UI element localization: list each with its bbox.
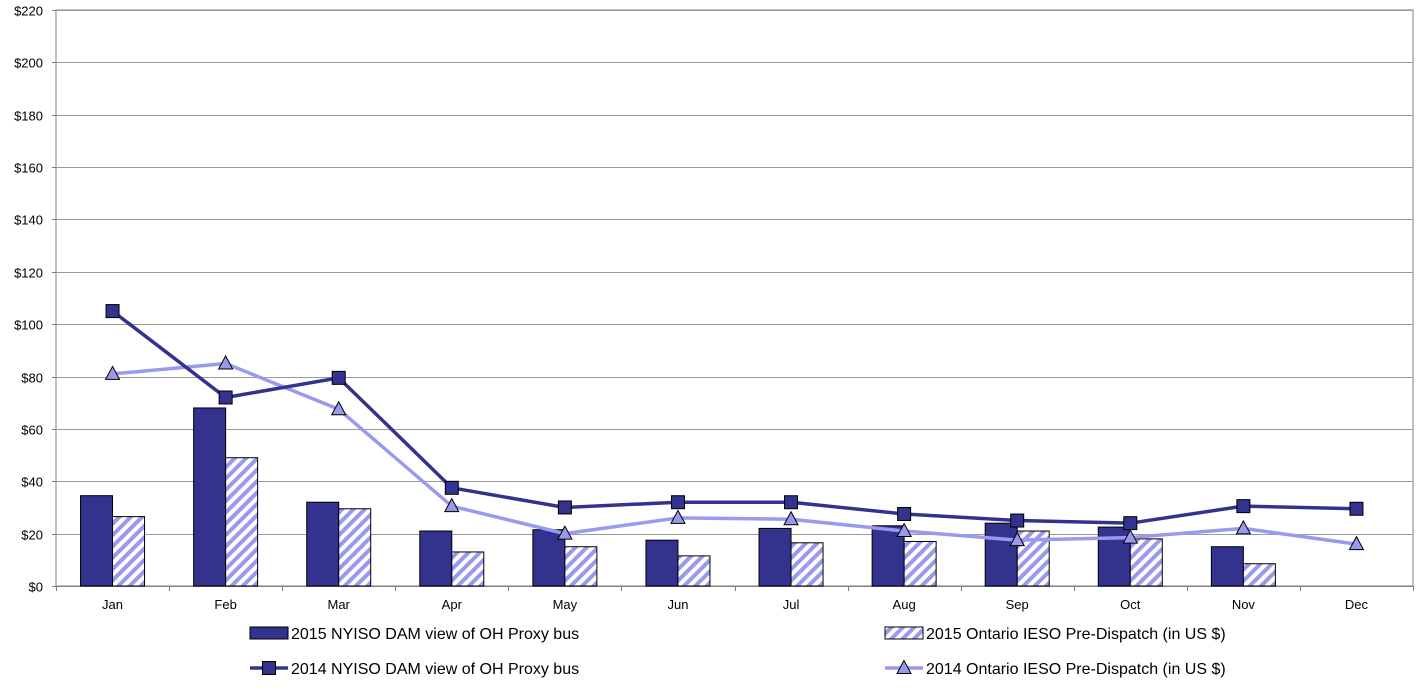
- data-point: [331, 370, 346, 385]
- y-tick-label: $100: [14, 318, 43, 333]
- bar: [1210, 546, 1244, 587]
- legend-swatch: [249, 626, 289, 640]
- legend-label: 2015 Ontario IESO Pre-Dispatch (in US $): [926, 626, 1226, 643]
- legend-swatch: [884, 626, 924, 640]
- bar: [984, 522, 1018, 587]
- legend-marker: [896, 659, 912, 674]
- legend-marker: [262, 661, 276, 675]
- x-tick-label: Dec: [1345, 597, 1369, 612]
- plot-frame: [55, 9, 1414, 587]
- bar: [1242, 563, 1276, 587]
- data-point: [1349, 501, 1364, 516]
- x-tick-label: Nov: [1232, 597, 1256, 612]
- y-tick-label: $40: [21, 475, 43, 490]
- data-point: [557, 525, 573, 540]
- x-tick-label: Mar: [328, 597, 351, 612]
- y-tick-label: $200: [14, 56, 43, 71]
- legend-item: 2015 Ontario IESO Pre-Dispatch (in US $): [884, 626, 1226, 643]
- data-point: [1348, 535, 1365, 551]
- data-point: [105, 304, 120, 319]
- data-point: [104, 365, 121, 380]
- plot-area: $0 $20 $40 $60 $80 $100 $120 $140 $160 $180 $200 $2…: [14, 4, 1414, 612]
- data-point: [1236, 499, 1251, 514]
- y-tick-label: $80: [21, 371, 43, 386]
- bar: [1129, 538, 1163, 587]
- bar: [645, 539, 679, 587]
- bar: [306, 501, 340, 587]
- data-point: [1122, 529, 1139, 544]
- bar: [677, 555, 711, 587]
- data-point: [670, 509, 686, 524]
- data-point: [670, 495, 685, 510]
- data-point: [783, 510, 799, 526]
- x-tick-label: Aug: [893, 597, 916, 612]
- bar: [564, 546, 598, 587]
- data-point: [1235, 519, 1252, 535]
- data-point: [444, 480, 459, 495]
- bar: [112, 516, 146, 587]
- y-tick-label: $120: [14, 266, 43, 281]
- data-point: [896, 522, 912, 538]
- legend-label: 2014 Ontario IESO Pre-Dispatch (in US $): [926, 661, 1226, 678]
- bar: [451, 551, 485, 587]
- data-point: [897, 507, 912, 521]
- y-tick-label: $220: [14, 4, 43, 19]
- y-tick-label: $180: [14, 109, 43, 124]
- legend: 2015 NYISO DAM view of OH Proxy bus 2015 …: [249, 626, 1226, 678]
- bar: [193, 407, 227, 587]
- x-tick-label: Jun: [667, 597, 688, 612]
- bar: [790, 542, 824, 587]
- series-line: [112, 361, 1357, 546]
- x-tick-label: Apr: [442, 597, 463, 612]
- y-tick-label: $20: [21, 528, 43, 543]
- data-point: [1123, 516, 1138, 531]
- data-point: [218, 390, 233, 405]
- legend-item: 2015 NYISO DAM view of OH Proxy bus: [249, 626, 579, 643]
- bar: [225, 457, 259, 587]
- bar: [419, 530, 453, 587]
- legend-label: 2014 NYISO DAM view of OH Proxy bus: [291, 661, 579, 678]
- x-tick-label: Sep: [1006, 597, 1029, 612]
- bar: [758, 527, 792, 587]
- data-point: [1010, 513, 1025, 528]
- bar: [903, 540, 937, 587]
- x-tick-label: Oct: [1120, 597, 1141, 612]
- series-line: [111, 309, 1357, 525]
- x-tick-label: May: [553, 597, 578, 612]
- legend-item: 2014 Ontario IESO Pre-Dispatch (in US $): [885, 659, 1226, 678]
- bar: [338, 508, 372, 587]
- x-tick-label: Jul: [783, 597, 800, 612]
- legend-label: 2015 NYISO DAM view of OH Proxy bus: [291, 626, 579, 643]
- data-point: [330, 400, 347, 416]
- y-tick-label: $160: [14, 161, 43, 176]
- data-point: [443, 497, 460, 513]
- y-tick-label: $60: [21, 423, 43, 438]
- bar: [80, 495, 114, 587]
- y-tick-label: $140: [14, 213, 43, 228]
- data-point: [217, 354, 234, 370]
- legend-item: 2014 NYISO DAM view of OH Proxy bus: [250, 661, 579, 678]
- data-point: [557, 500, 572, 515]
- data-point: [784, 495, 799, 510]
- y-tick-label: $0: [29, 580, 43, 595]
- data-point: [1009, 531, 1026, 547]
- x-tick-label: Feb: [214, 597, 236, 612]
- x-tick-label: Jan: [102, 597, 123, 612]
